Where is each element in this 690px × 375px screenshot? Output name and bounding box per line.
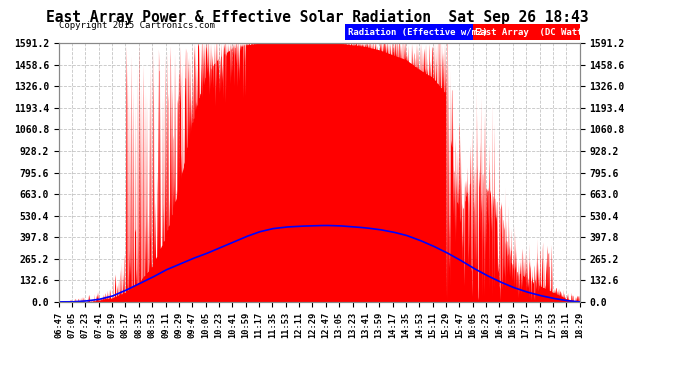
- Text: East Array Power & Effective Solar Radiation  Sat Sep 26 18:43: East Array Power & Effective Solar Radia…: [46, 9, 589, 26]
- Text: Copyright 2015 Cartronics.com: Copyright 2015 Cartronics.com: [59, 21, 215, 30]
- Text: East Array  (DC Watts): East Array (DC Watts): [475, 28, 593, 37]
- Text: Radiation (Effective w/m2): Radiation (Effective w/m2): [348, 28, 488, 37]
